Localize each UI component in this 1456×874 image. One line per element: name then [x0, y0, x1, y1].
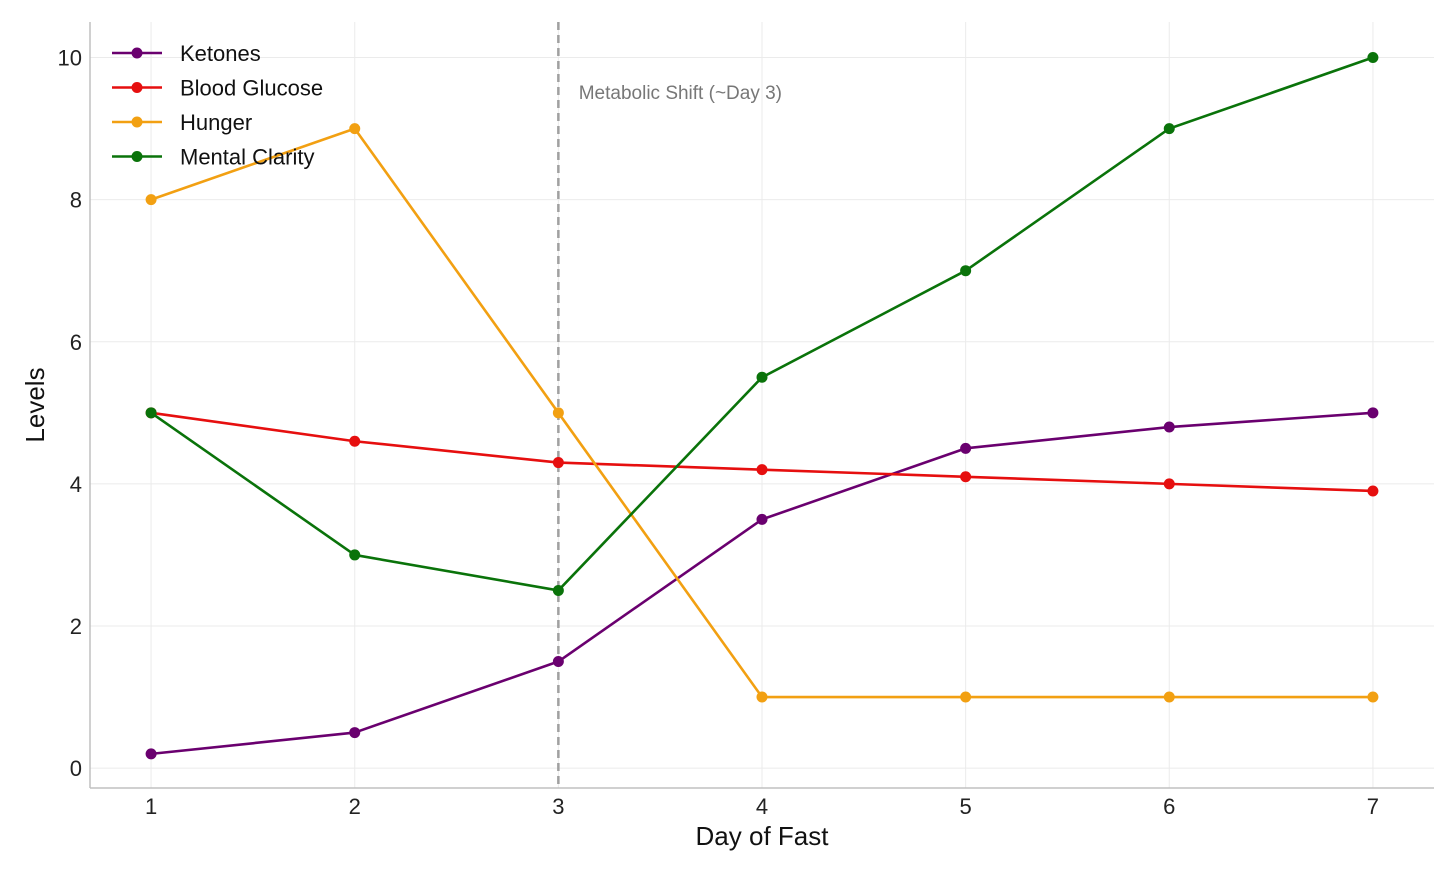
data-point-hunger: [349, 123, 361, 135]
x-tick-label: 3: [552, 794, 564, 819]
data-point-ketones: [552, 656, 564, 668]
data-point-blood-glucose: [1163, 478, 1175, 490]
legend-item: Ketones: [112, 41, 261, 66]
y-tick-label: 4: [70, 472, 82, 497]
y-tick-label: 2: [70, 614, 82, 639]
data-point-mental-clarity: [552, 584, 564, 596]
data-point-hunger: [1163, 691, 1175, 703]
y-tick-label: 6: [70, 330, 82, 355]
legend-label: Blood Glucose: [180, 76, 323, 101]
x-tick-label: 1: [145, 794, 157, 819]
data-point-ketones: [145, 748, 157, 760]
data-point-mental-clarity: [1163, 123, 1175, 135]
data-point-hunger: [552, 407, 564, 419]
data-point-mental-clarity: [349, 549, 361, 561]
data-point-ketones: [349, 727, 361, 739]
x-tick-label: 6: [1163, 794, 1175, 819]
data-point-hunger: [145, 194, 157, 206]
data-point-ketones: [960, 442, 972, 454]
legend-marker-swatch: [131, 82, 143, 93]
data-point-hunger: [960, 691, 972, 703]
data-point-hunger: [1367, 691, 1379, 703]
data-point-mental-clarity: [145, 407, 157, 419]
legend: Ketones Blood Glucose Hunger Mental Clarity: [112, 41, 323, 170]
legend-marker-swatch: [131, 47, 143, 59]
data-point-ketones: [1163, 421, 1175, 433]
legend-label: Mental Clarity: [180, 145, 314, 170]
data-point-mental-clarity: [960, 265, 972, 277]
series-group: [145, 52, 1379, 760]
data-point-mental-clarity: [1367, 52, 1379, 64]
x-tick-label: 5: [960, 794, 972, 819]
x-axis-title: Day of Fast: [696, 821, 830, 851]
data-point-blood-glucose: [552, 457, 564, 469]
data-point-ketones: [1367, 407, 1379, 419]
legend-item: Hunger: [112, 110, 252, 135]
data-point-hunger: [756, 691, 768, 703]
y-axis-title: Levels: [20, 367, 50, 442]
data-point-blood-glucose: [1367, 485, 1379, 497]
x-tick-label: 2: [349, 794, 361, 819]
data-point-blood-glucose: [960, 471, 972, 483]
x-tick-label: 4: [756, 794, 768, 819]
data-point-blood-glucose: [349, 435, 361, 447]
legend-label: Hunger: [180, 110, 252, 135]
legend-marker-swatch: [131, 151, 143, 162]
legend-label: Ketones: [180, 41, 261, 66]
annotation-label: Metabolic Shift (~Day 3): [579, 83, 782, 104]
data-point-blood-glucose: [756, 464, 768, 476]
y-tick-label: 0: [70, 756, 82, 781]
legend-marker-swatch: [131, 116, 143, 128]
axes: [89, 22, 1434, 789]
legend-item: Mental Clarity: [112, 145, 314, 170]
legend-item: Blood Glucose: [112, 76, 323, 101]
y-tick-label: 10: [58, 46, 82, 71]
tick-labels: 1 2 3 4 5 6 7 0 2 4 6 8 10: [58, 46, 1380, 819]
data-point-ketones: [756, 513, 768, 525]
data-point-mental-clarity: [756, 371, 768, 383]
x-tick-label: 7: [1367, 794, 1379, 819]
y-tick-label: 8: [70, 188, 82, 213]
